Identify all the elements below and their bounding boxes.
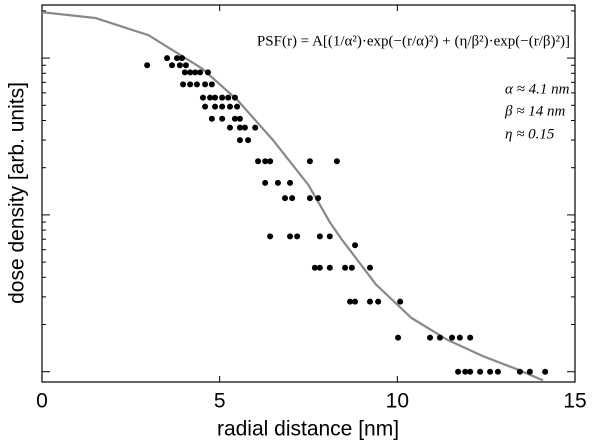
data-point xyxy=(333,158,340,165)
fit-curve xyxy=(41,11,544,382)
data-point xyxy=(169,62,176,69)
data-point xyxy=(208,115,215,122)
data-point xyxy=(234,103,241,110)
data-point xyxy=(348,264,355,271)
data-point xyxy=(187,81,194,88)
y-axis-label: dose density [arb. units] xyxy=(6,82,29,304)
data-point xyxy=(225,94,232,101)
data-point xyxy=(287,179,294,186)
data-point xyxy=(267,233,274,240)
data-point xyxy=(311,264,318,271)
data-point xyxy=(456,334,463,341)
data-point xyxy=(427,334,434,341)
data-point xyxy=(516,368,523,375)
data-point xyxy=(542,368,549,375)
x-tick-label: 15 xyxy=(563,390,586,413)
data-point xyxy=(219,115,226,122)
data-point xyxy=(352,242,359,249)
data-point xyxy=(252,124,259,131)
data-point xyxy=(436,334,443,341)
data-point xyxy=(202,103,209,110)
data-point xyxy=(315,195,322,202)
data-point xyxy=(144,62,151,69)
data-point xyxy=(199,94,206,101)
data-point xyxy=(449,334,456,341)
param: β ≈ 14 nm xyxy=(504,103,565,119)
data-point xyxy=(287,233,294,240)
data-point xyxy=(207,94,214,101)
data-point xyxy=(342,264,349,271)
data-point xyxy=(245,137,252,144)
data-point xyxy=(181,69,188,76)
data-point xyxy=(192,69,199,76)
data-point xyxy=(455,368,462,375)
data-point xyxy=(176,62,183,69)
data-point xyxy=(347,298,354,305)
data-point xyxy=(180,81,187,88)
data-point xyxy=(236,137,243,144)
data-point xyxy=(306,158,313,165)
data-point xyxy=(241,124,248,131)
data-point xyxy=(212,94,219,101)
data-point xyxy=(262,179,269,186)
data-point xyxy=(262,158,269,165)
data-point xyxy=(289,195,296,202)
data-point xyxy=(395,334,402,341)
data-point xyxy=(212,103,219,110)
data-point xyxy=(316,233,323,240)
data-point xyxy=(219,103,226,110)
data-point xyxy=(182,62,189,69)
data-point xyxy=(366,298,373,305)
data-point xyxy=(326,264,333,271)
data-point xyxy=(462,368,469,375)
data-point xyxy=(193,81,200,88)
data-point xyxy=(366,264,373,271)
data-point xyxy=(397,298,404,305)
plot-frame xyxy=(41,4,576,383)
data-point xyxy=(467,334,474,341)
data-point xyxy=(226,103,233,110)
data-point xyxy=(274,179,281,186)
data-point xyxy=(174,55,181,62)
data-point xyxy=(316,264,323,271)
data-point xyxy=(236,115,243,122)
data-point xyxy=(164,55,171,62)
data-point xyxy=(267,158,274,165)
x-tick-label: 10 xyxy=(386,390,409,413)
data-point xyxy=(236,124,243,131)
data-point xyxy=(197,69,204,76)
data-point xyxy=(467,368,474,375)
x-tick-label: 0 xyxy=(36,390,48,413)
data-point xyxy=(179,55,186,62)
data-point xyxy=(202,81,209,88)
data-point xyxy=(187,69,194,76)
data-point xyxy=(352,298,359,305)
data-point xyxy=(231,94,238,101)
data-point xyxy=(477,368,484,375)
data-point xyxy=(231,115,238,122)
data-point xyxy=(326,233,333,240)
data-point xyxy=(255,158,262,165)
data-point xyxy=(204,69,211,76)
formula: PSF(r) = A[(1/α²)·exp(−(r/α)²) + (η/β²)·… xyxy=(257,33,570,49)
param: η ≈ 0.15 xyxy=(505,126,555,142)
param: α ≈ 4.1 nm xyxy=(505,81,570,97)
data-point xyxy=(226,124,233,131)
data-point xyxy=(208,81,215,88)
data-point xyxy=(294,233,301,240)
data-point xyxy=(375,298,382,305)
data-point xyxy=(306,195,313,202)
data-point xyxy=(219,94,226,101)
data-point xyxy=(487,368,494,375)
data-point xyxy=(282,195,289,202)
x-tick-label: 5 xyxy=(214,390,226,413)
data-point xyxy=(526,368,533,375)
x-axis-label: radial distance [nm] xyxy=(217,418,399,441)
data-point xyxy=(494,368,501,375)
